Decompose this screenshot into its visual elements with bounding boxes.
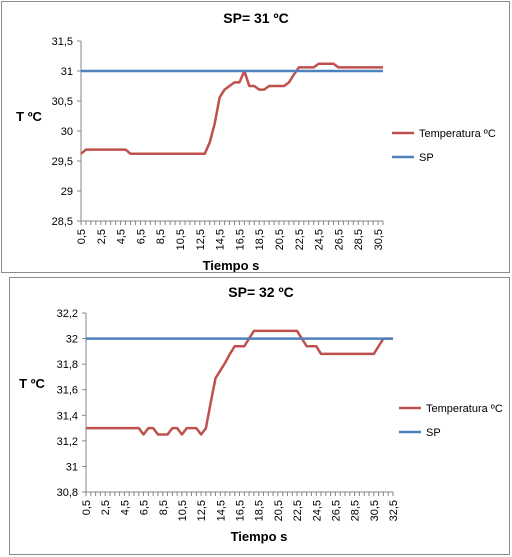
y-tick-label: 31 (61, 66, 73, 78)
x-tick-label: 4,5 (119, 500, 131, 515)
x-tick-label: 30,5 (373, 229, 385, 250)
legend-label: Temperatura ºC (426, 403, 503, 415)
y-tick-label: 32,2 (57, 308, 78, 320)
x-tick-label: 32,5 (388, 500, 400, 521)
y-tick-label: 31,5 (52, 36, 73, 48)
y-tick-label: 29 (61, 186, 73, 198)
x-tick-label: 22,5 (292, 500, 304, 521)
y-tick-label: 31 (66, 461, 78, 473)
x-tick-label: 24,5 (311, 500, 323, 521)
x-tick-label: 30,5 (369, 500, 381, 521)
y-tick-label: 30,5 (52, 96, 73, 108)
x-tick-label: 2,5 (96, 229, 108, 244)
x-tick-label: 18,5 (254, 500, 266, 521)
x-axis-label: Tiempo s (231, 529, 288, 544)
x-tick-label: 0,5 (76, 229, 88, 244)
y-tick-label: 31,4 (57, 410, 78, 422)
y-tick-label: 32 (66, 334, 78, 346)
chart-title: SP= 31 ºC (223, 10, 288, 26)
x-tick-label: 10,5 (177, 500, 189, 521)
x-tick-label: 16,5 (234, 229, 246, 250)
x-tick-label: 16,5 (235, 500, 247, 521)
y-tick-label: 31,6 (57, 385, 78, 397)
y-axis-label: T ºC (16, 109, 42, 124)
x-axis-label: Tiempo s (203, 258, 260, 272)
x-tick-label: 8,5 (158, 500, 170, 515)
x-tick-label: 12,5 (196, 500, 208, 521)
y-tick-label: 31,8 (57, 359, 78, 371)
y-tick-label: 30,8 (57, 487, 78, 499)
y-tick-label: 29,5 (52, 156, 73, 168)
x-tick-label: 6,5 (135, 229, 147, 244)
x-tick-label: 28,5 (353, 229, 365, 250)
temperatura-series-line (80, 62, 383, 156)
x-tick-label: 18,5 (254, 229, 266, 250)
chart-panel-sp32: SP= 32 ºC 30,8 31 31,2 31,4 31,6 31,8 32 32,2 0,5… (9, 277, 510, 555)
legend-label: Temperatura ºC (419, 128, 496, 140)
x-tick-label: 22,5 (294, 229, 306, 250)
chart-panel-sp31: SP= 31 ºC 28,5 29 29,5 30 30,5 31 31,5 0,5 2,5 4,5… (1, 1, 510, 273)
y-axis-label: T ºC (19, 376, 45, 391)
y-tick-label: 30 (61, 126, 73, 138)
y-tick-label: 28,5 (52, 216, 73, 228)
x-tick-label: 4,5 (116, 229, 128, 244)
temperatura-series-line (86, 329, 393, 436)
y-tick-label: 31,2 (57, 436, 78, 448)
x-tick-label: 6,5 (139, 500, 151, 515)
x-tick-label: 24,5 (314, 229, 326, 250)
x-tick-label: 20,5 (274, 229, 286, 250)
legend-label: SP (419, 152, 434, 164)
x-tick-label: 12,5 (195, 229, 207, 250)
x-tick-label: 26,5 (333, 229, 345, 250)
chart-title: SP= 32 ºC (228, 284, 293, 300)
chart-sp31: SP= 31 ºC 28,5 29 29,5 30 30,5 31 31,5 0,5 2,5 4,5… (16, 10, 496, 272)
x-tick-label: 10,5 (175, 229, 187, 250)
x-tick-label: 28,5 (350, 500, 362, 521)
x-tick-label: 14,5 (215, 500, 227, 521)
x-tick-label: 14,5 (215, 229, 227, 250)
x-tick-label: 20,5 (273, 500, 285, 521)
chart-sp32: SP= 32 ºC 30,8 31 31,2 31,4 31,6 31,8 32 32,2 0,5… (19, 284, 503, 544)
x-tick-label: 8,5 (155, 229, 167, 244)
legend-label: SP (426, 427, 441, 439)
x-tick-label: 26,5 (330, 500, 342, 521)
x-tick-label: 2,5 (100, 500, 112, 515)
x-tick-label: 0,5 (81, 500, 93, 515)
